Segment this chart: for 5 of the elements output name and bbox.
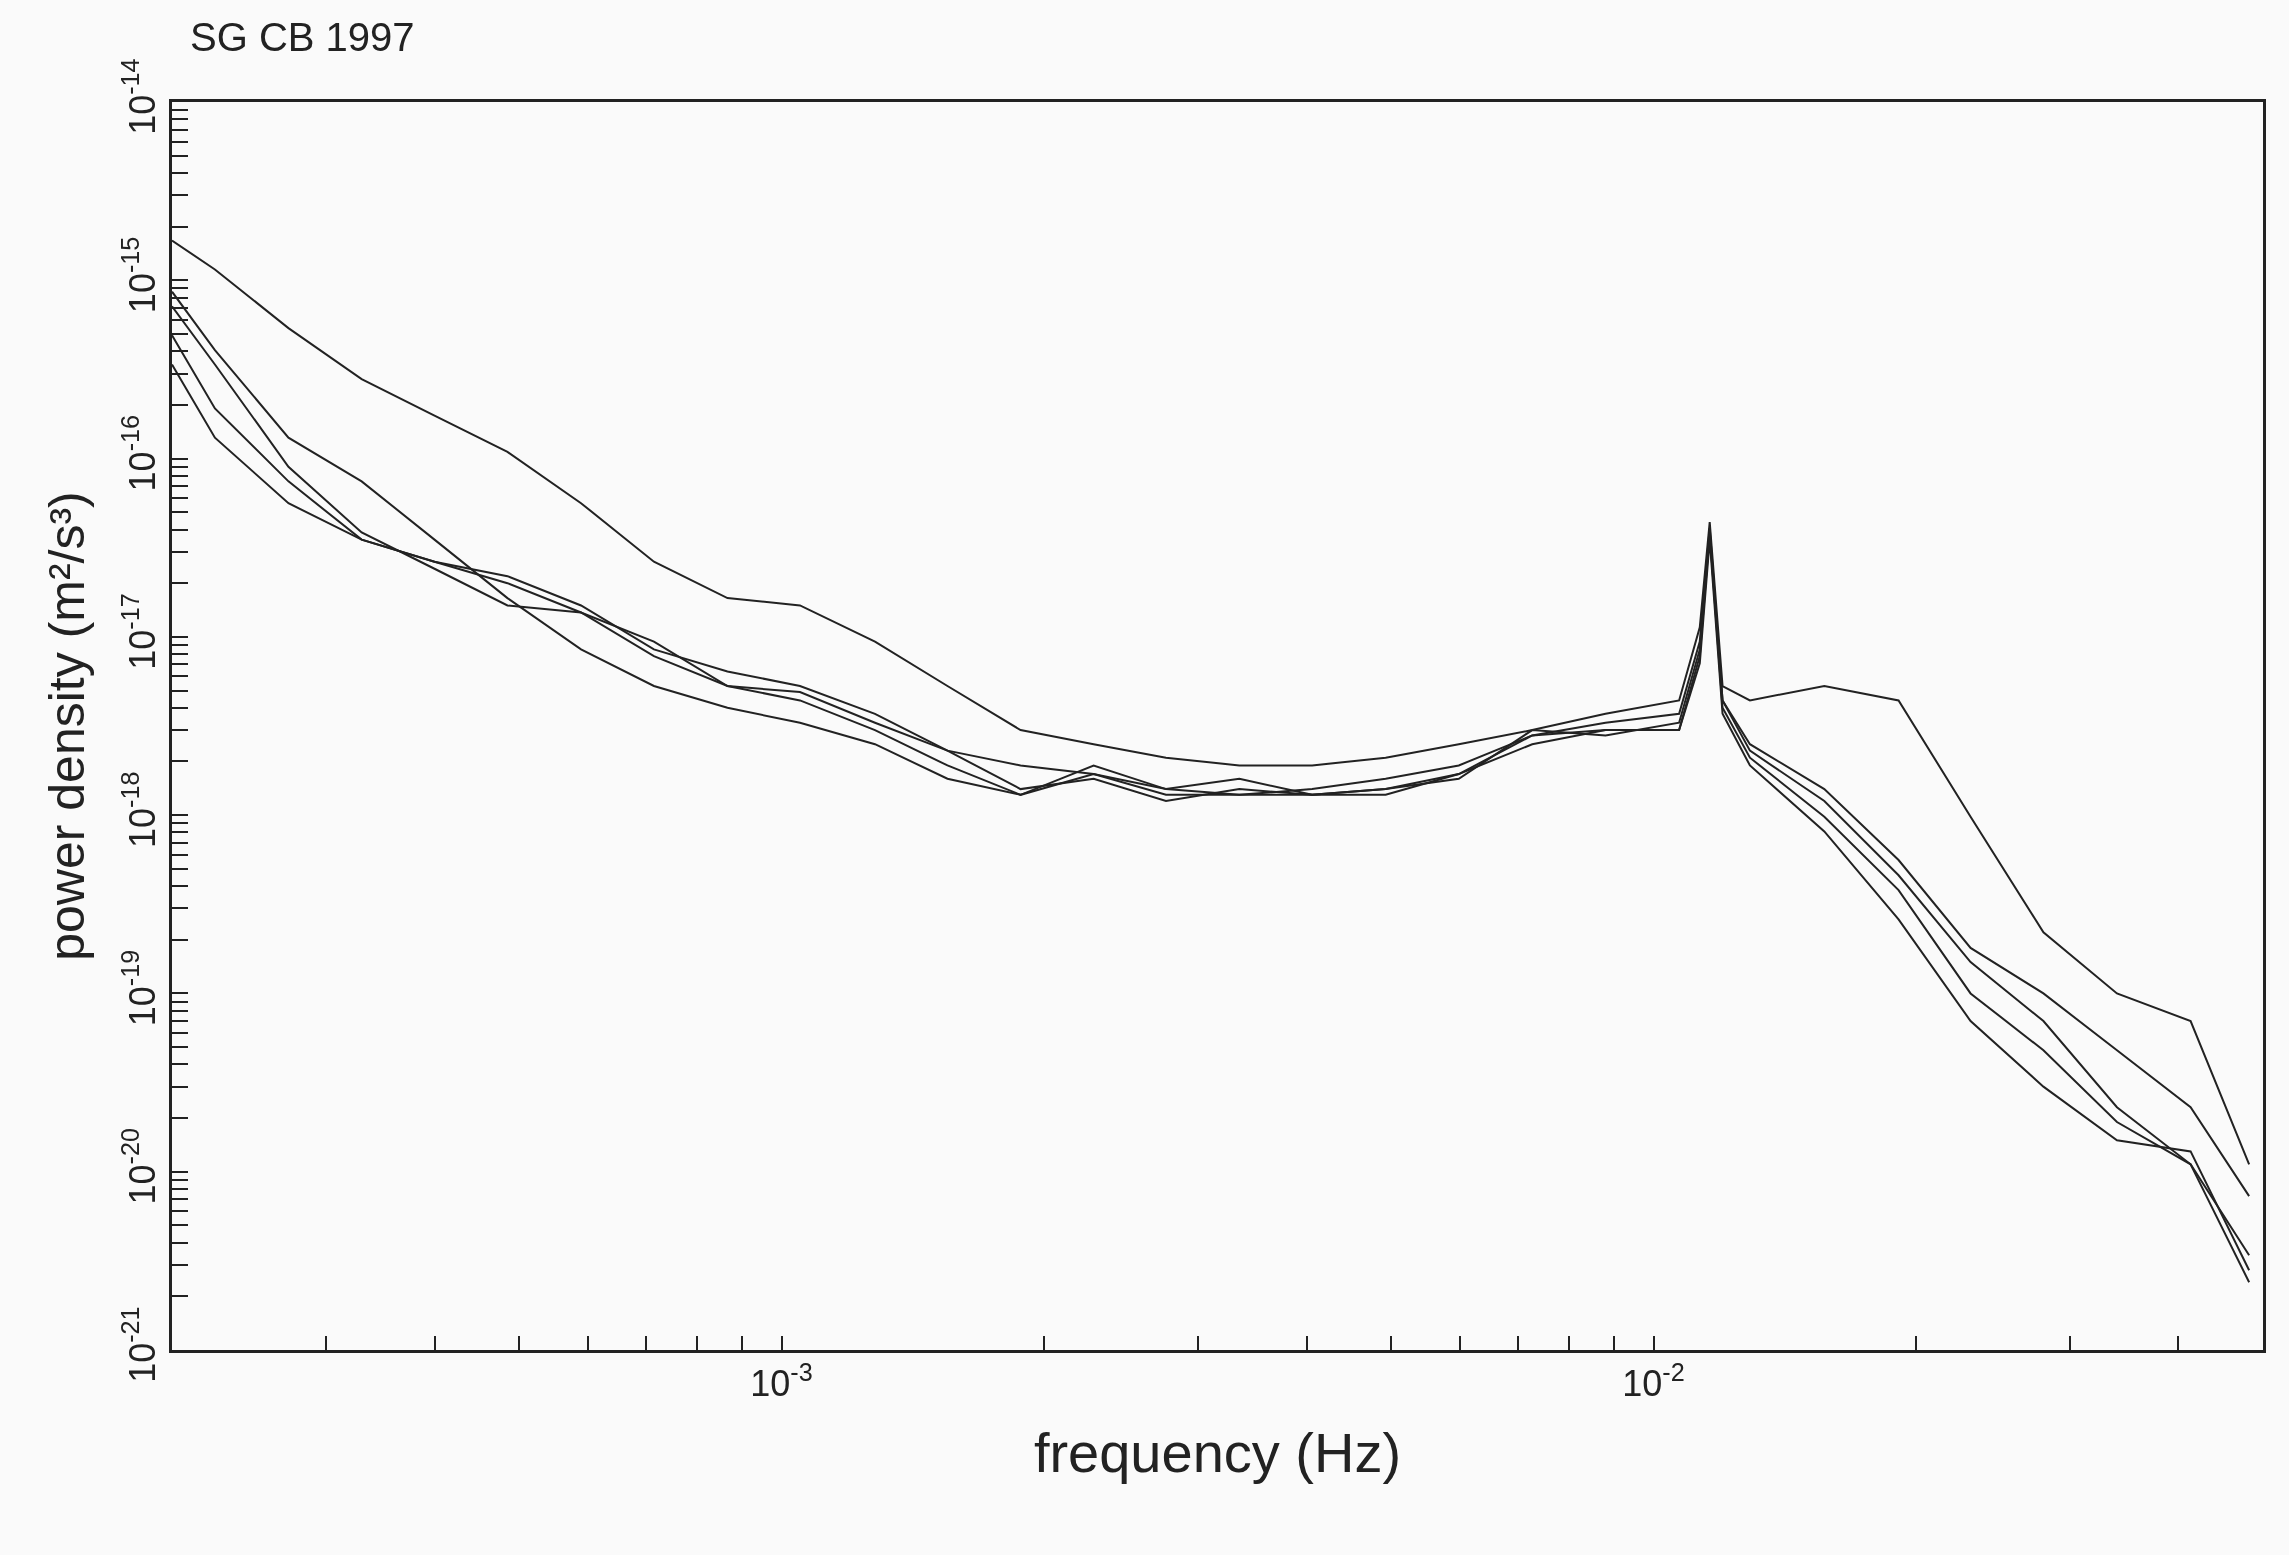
x-tick-label: 10$^{-3}$ [750,1358,813,1405]
x-tick-label: 10$^{-2}$ [1622,1358,1685,1405]
x-axis-title: frequency (Hz) [1033,1420,1402,1484]
chart-title: SG CB 1997 [189,15,415,60]
y-axis-title: power density (m²/s³) [39,491,96,961]
